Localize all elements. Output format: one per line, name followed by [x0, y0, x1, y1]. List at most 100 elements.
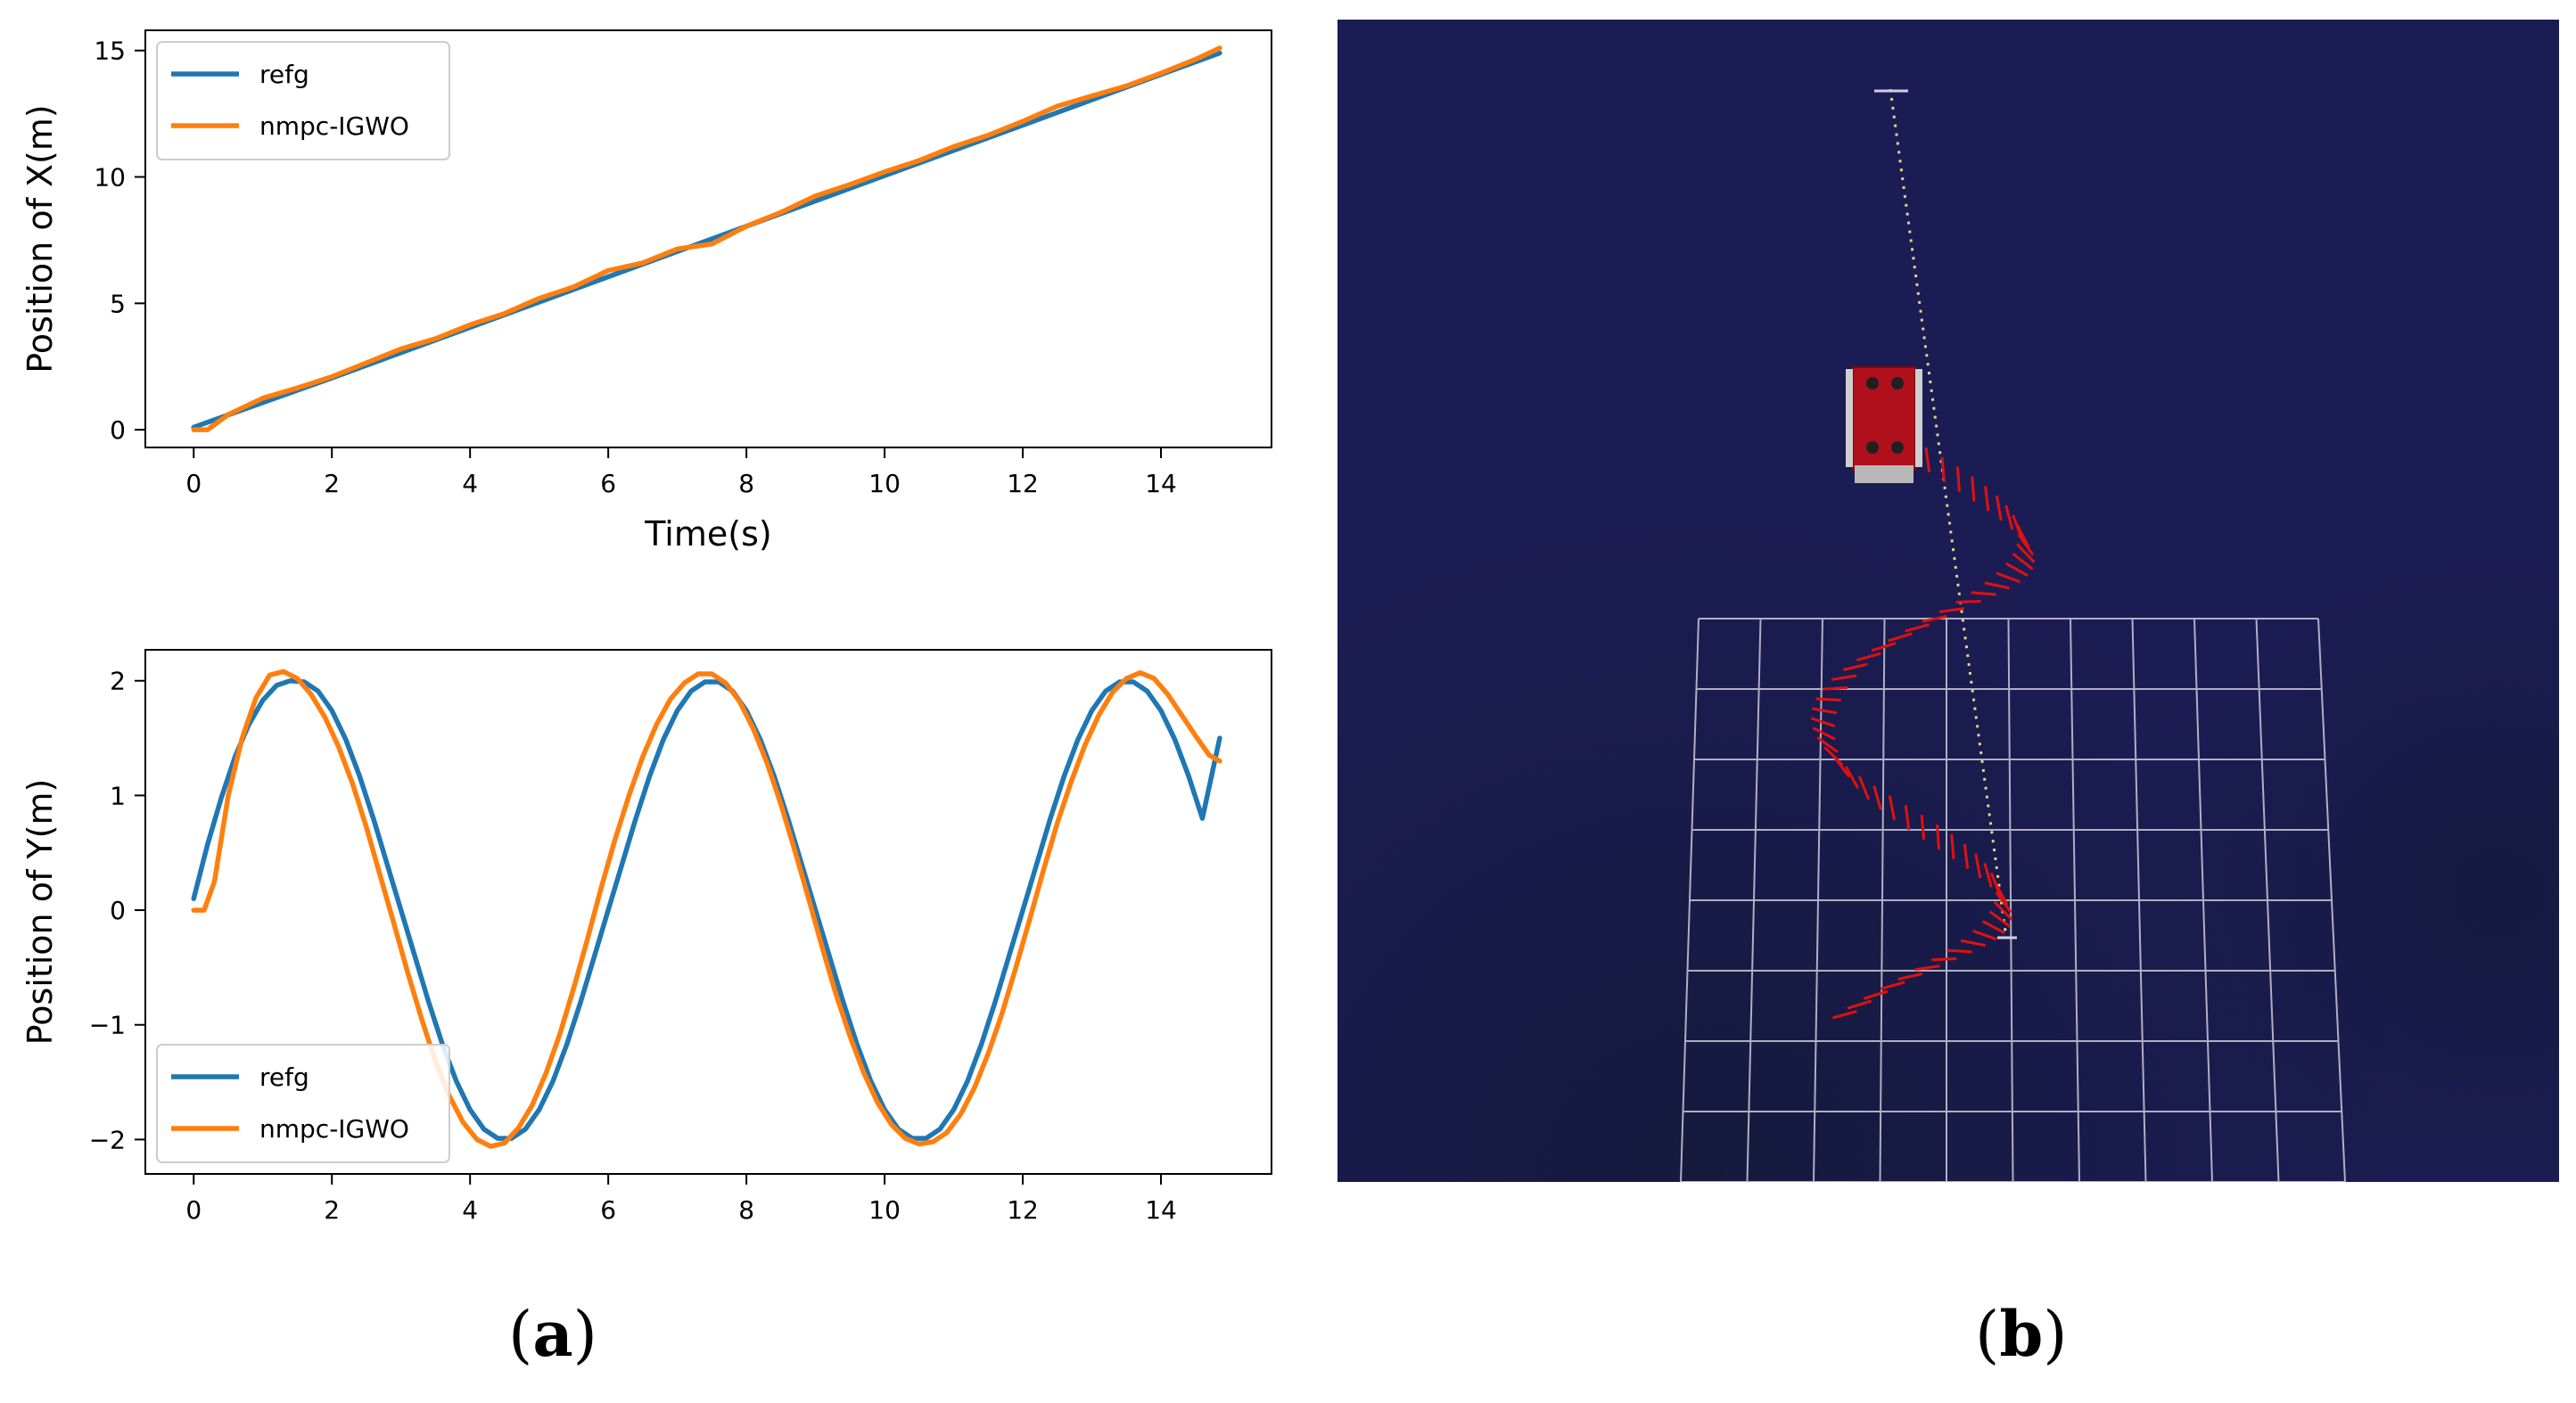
trajectory-arrow: [2016, 543, 2036, 563]
grid-line-v: [1746, 618, 1762, 1183]
caption-a: (a): [508, 1297, 597, 1371]
panel-a-charts: 0 2 4 6 8 10 12 14 0 5 10 15 Time(s) Position of X(m)…: [0, 0, 1302, 1280]
y-tick-label: 1: [110, 781, 126, 810]
x-tick-label: 6: [600, 469, 616, 498]
robot-model: [1846, 366, 1922, 483]
trajectory-arrow: [1960, 939, 1986, 948]
trajectory-arrow: [1810, 717, 1836, 728]
trajectory-arrow: [1946, 948, 1972, 954]
trajectory-arrow: [1812, 707, 1838, 715]
trajectory-arrow: [1914, 964, 1940, 972]
trajectory-arrow: [1880, 980, 1905, 990]
trajectory-arrow: [1972, 929, 1997, 941]
x-tick-label: 14: [1145, 1195, 1177, 1225]
grid-line-v: [2131, 618, 2147, 1183]
trajectory-arrow: [1863, 989, 1889, 1000]
legend: refg nmpc-IGWO: [156, 41, 450, 160]
trajectory-arrow: [1984, 486, 1990, 512]
x-tick-label: 12: [1007, 469, 1039, 498]
trajectory-arrow: [1888, 795, 1897, 821]
y-tick-label: −1: [89, 1011, 126, 1040]
legend-box: [156, 1044, 450, 1163]
panel-b-simulation-view: [1337, 20, 2559, 1183]
trajectory-arrow: [1871, 642, 1897, 652]
trajectory-arrow: [1955, 466, 1961, 492]
trajectory-arrow: [1950, 833, 1955, 859]
reference-path: [1874, 88, 2017, 939]
legend-label: nmpc-IGWO: [259, 1114, 409, 1144]
trajectory-arrow: [1963, 843, 1970, 869]
y-tick-label: 0: [110, 896, 126, 925]
trajectory-arrow: [1904, 805, 1911, 831]
x-tick-label: 10: [868, 1195, 901, 1225]
grid-line-v: [2255, 618, 2280, 1183]
y-tick-label: 10: [94, 163, 126, 193]
robot-trajectory-arrows: [1810, 447, 2036, 1020]
x-tick-label: 12: [1007, 1195, 1039, 1225]
trajectory-arrow: [1993, 900, 2013, 921]
simulation-scene: [1337, 20, 2559, 1183]
trajectory-arrow: [1924, 447, 1931, 472]
trajectory-arrow: [2017, 533, 2035, 556]
series-line-nmpc-igwo: [191, 45, 1222, 432]
trajectory-arrow: [1971, 476, 1976, 502]
trajectory-arrow: [1936, 824, 1941, 850]
grid-line-v: [2007, 618, 2014, 1183]
trajectory-arrow: [2015, 524, 2030, 548]
grid-line-v: [2193, 618, 2213, 1183]
y-tick-label: 2: [110, 667, 126, 696]
x-tick-label: 0: [185, 469, 202, 498]
trajectory-arrow: [1931, 957, 1957, 962]
caption-b: (b): [1975, 1297, 2068, 1371]
trajectory-arrow: [1988, 910, 2012, 928]
trajectory-arrow: [1847, 999, 1872, 1010]
x-tick-label: 2: [324, 1195, 340, 1225]
trajectory-arrow: [1995, 891, 2012, 914]
grid-line-v: [1813, 618, 1823, 1183]
series-line-nmpc-igwo: [191, 669, 1222, 1149]
trajectory-arrow: [1922, 614, 1947, 623]
legend-label: refg: [259, 60, 309, 89]
legend-label: refg: [259, 1063, 309, 1092]
legend-label: nmpc-IGWO: [259, 111, 409, 141]
trajectory-arrow: [1888, 632, 1913, 643]
trajectory-arrow: [1938, 607, 1965, 613]
trajectory-arrow: [1815, 697, 1841, 702]
x-tick-label: 4: [462, 469, 478, 498]
trajectory-arrow: [2012, 553, 2034, 570]
y-tick-label: 0: [110, 415, 126, 445]
trajectory-arrow: [1832, 756, 1851, 778]
trajectory-arrow: [1996, 571, 2020, 584]
plot-frame: [144, 649, 1272, 1175]
trajectory-arrow: [1974, 853, 1982, 879]
plot-frame: [144, 29, 1272, 448]
trajectory-arrow: [1844, 766, 1860, 790]
grid-line-v: [1680, 618, 1700, 1183]
legend-box: [156, 41, 450, 160]
trajectory-arrow: [1955, 600, 1981, 604]
trajectory-arrow: [2004, 505, 2014, 530]
trajectory-arrow: [1857, 775, 1871, 800]
y-axis-label: Position of Y(m): [21, 779, 60, 1046]
y-axis-label: Position of X(m): [21, 104, 60, 373]
trajectory-arrow: [1995, 495, 2003, 521]
trajectory-arrow: [1981, 920, 2005, 934]
trajectory-arrow: [1897, 972, 1923, 981]
grid-line-v: [2070, 618, 2080, 1183]
legend: refg nmpc-IGWO: [156, 1044, 450, 1163]
trajectory-arrow: [1842, 662, 1868, 671]
trajectory-arrow: [1872, 785, 1882, 811]
x-tick-label: 4: [462, 1195, 478, 1225]
ground-grid: [1680, 618, 2346, 1183]
x-tick-label: 6: [600, 1195, 616, 1225]
trajectory-arrow: [1905, 623, 1930, 633]
x-axis-label: Time(s): [644, 514, 771, 554]
x-tick-label: 0: [185, 1195, 202, 1225]
trajectory-arrow: [1831, 674, 1857, 681]
trajectory-arrow: [1831, 1010, 1857, 1020]
y-tick-label: −2: [89, 1125, 126, 1154]
trajectory-arrow: [1994, 882, 2009, 906]
trajectory-arrow: [1856, 652, 1881, 662]
y-tick-label: 5: [110, 289, 126, 318]
